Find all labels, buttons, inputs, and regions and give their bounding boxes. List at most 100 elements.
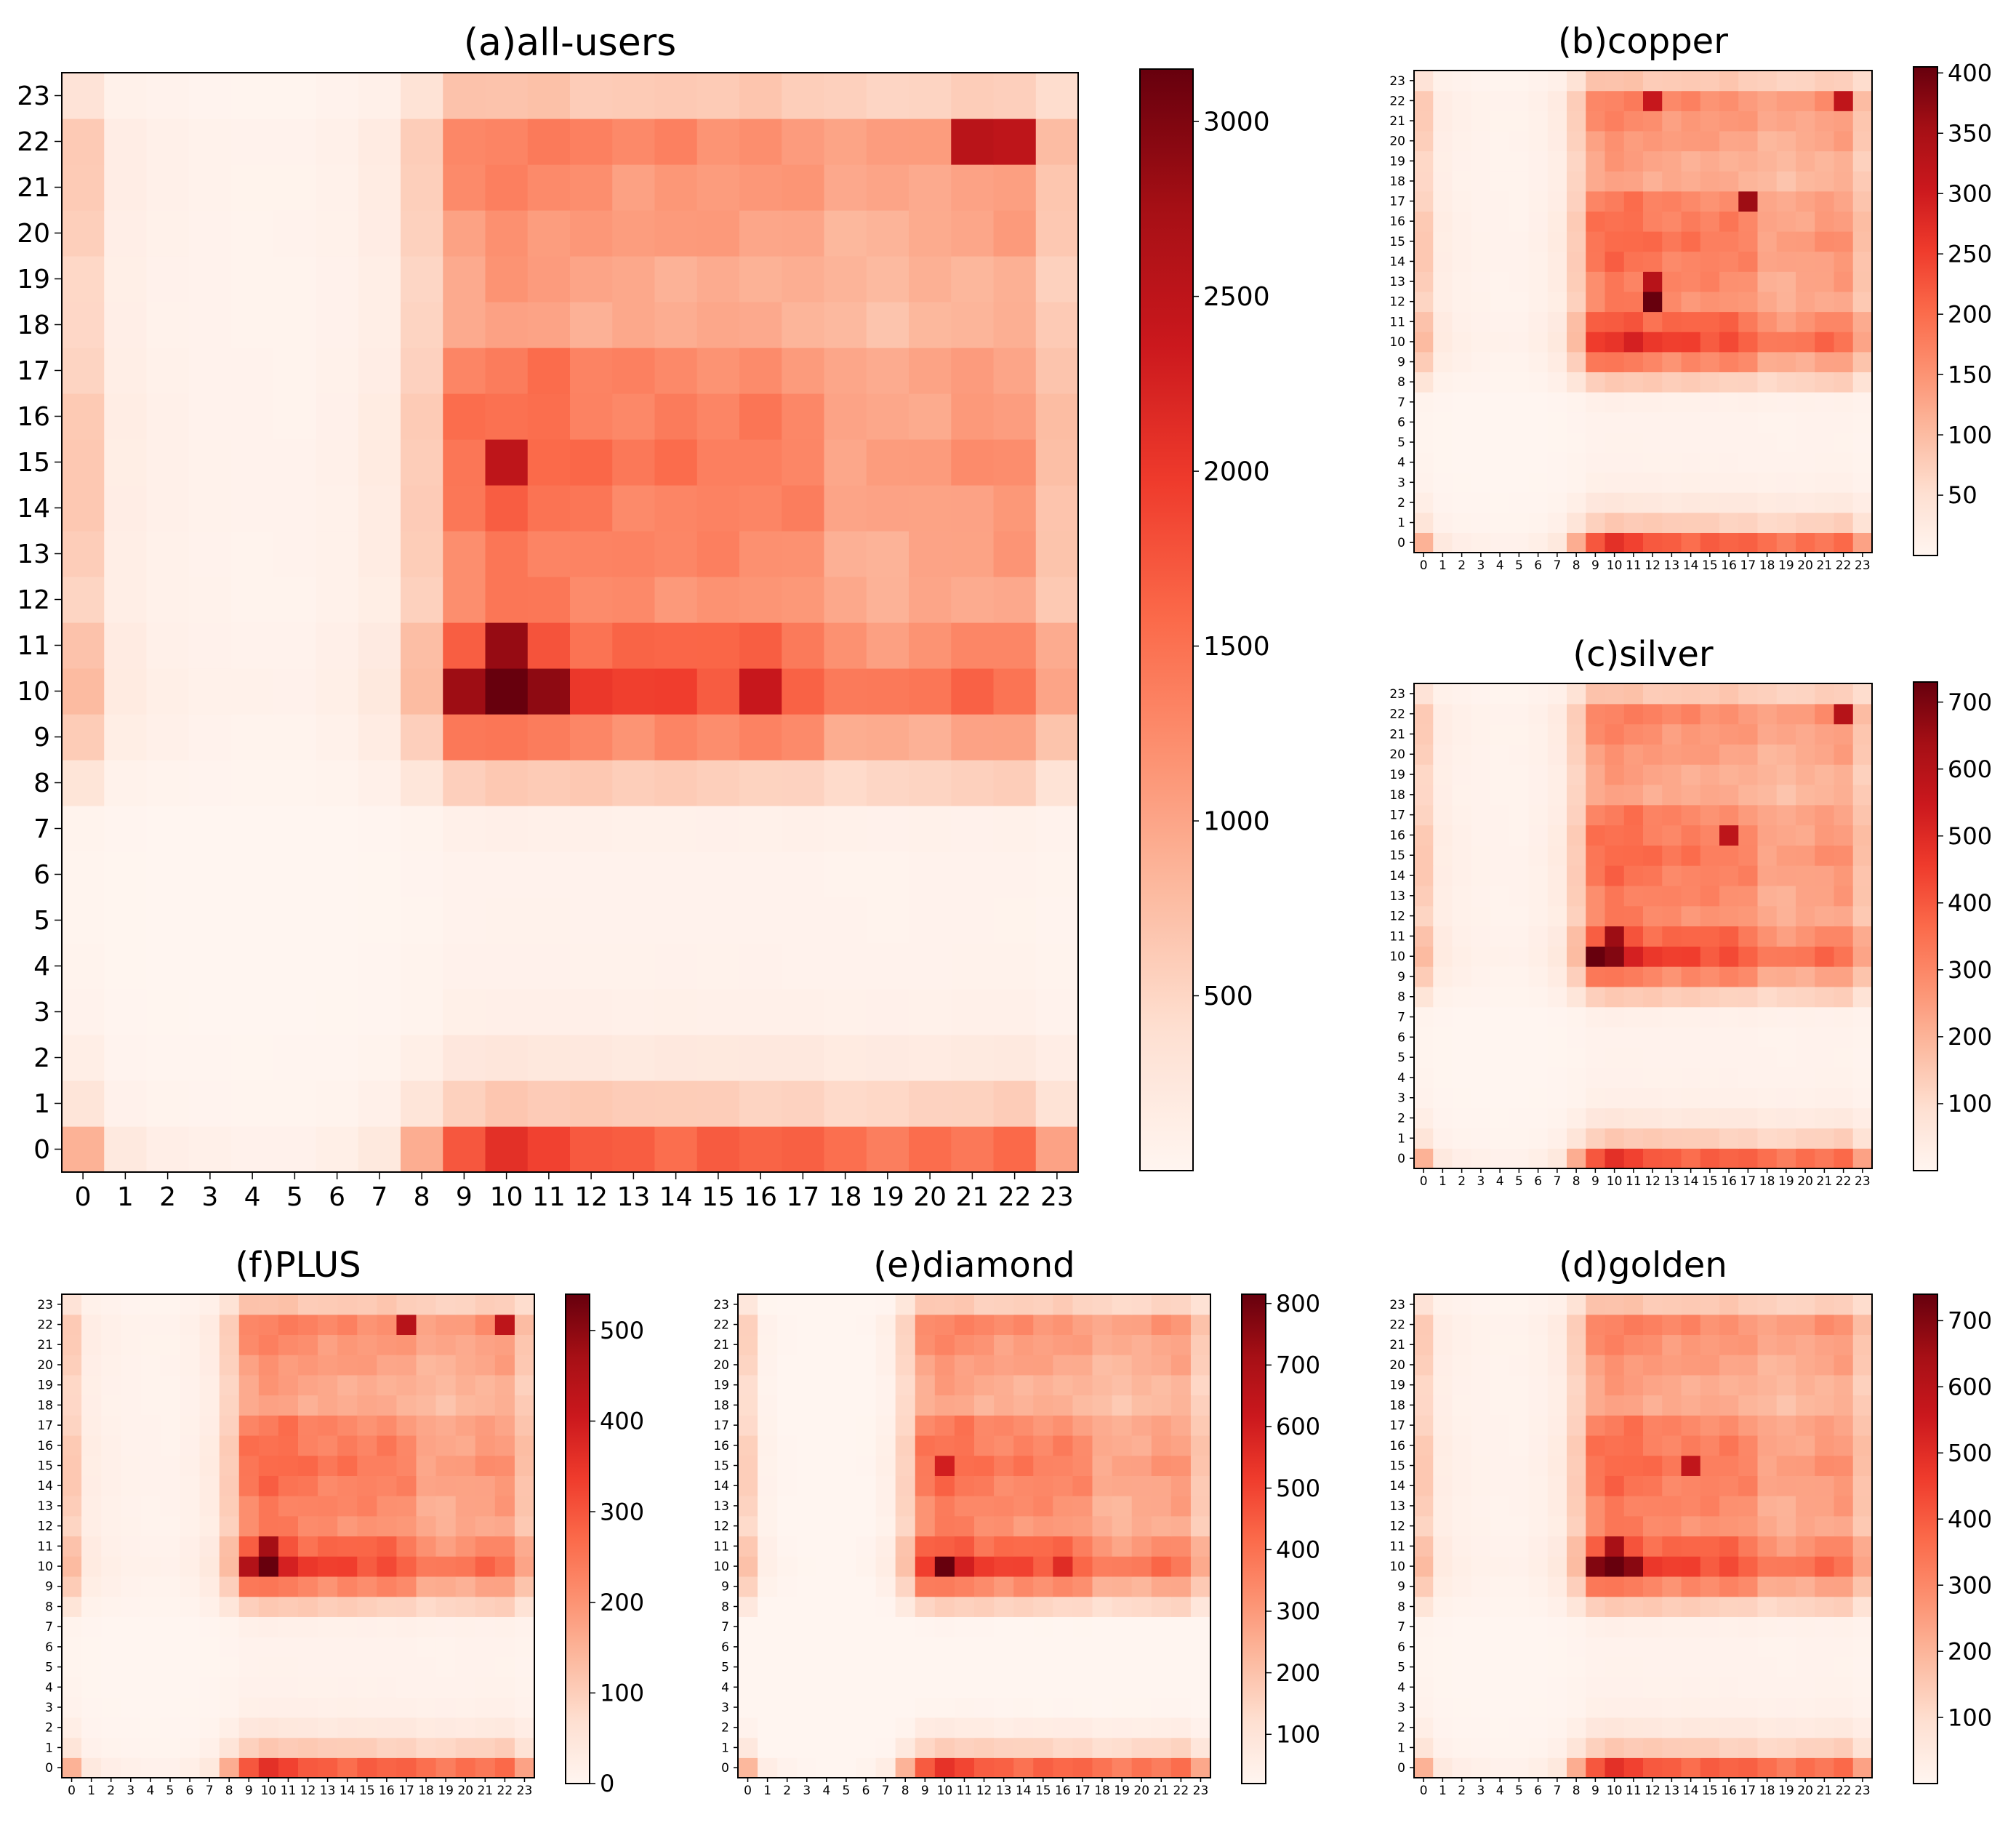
heatmap-cell: [358, 210, 401, 257]
heatmap-cell: [1586, 1717, 1606, 1738]
heatmap-cell: [1605, 472, 1625, 493]
heatmap-cell: [475, 1596, 496, 1617]
heatmap-cell: [62, 1475, 82, 1496]
heatmap-cell: [1414, 946, 1434, 967]
heatmap-cell: [612, 164, 656, 211]
heatmap-cell: [1815, 784, 1835, 806]
x-tick-label: 22: [1173, 1784, 1189, 1798]
heatmap-cell: [739, 897, 782, 944]
heatmap-cell: [696, 1126, 740, 1173]
heatmap-cell: [1033, 1355, 1053, 1376]
heatmap-cell: [1528, 804, 1549, 826]
heatmap-cell: [1681, 190, 1701, 212]
heatmap-cell: [1852, 946, 1873, 967]
heatmap-cell: [1471, 1536, 1491, 1557]
heatmap-cell: [739, 943, 782, 990]
heatmap-cell: [1547, 1656, 1567, 1678]
heatmap-cell: [401, 668, 443, 715]
heatmap-cell: [1757, 1697, 1778, 1718]
heatmap-cell: [836, 1515, 857, 1537]
heatmap-cell: [1547, 723, 1567, 745]
heatmap-cell: [1414, 1067, 1434, 1088]
heatmap-cell: [231, 622, 274, 669]
heatmap-cell: [1509, 492, 1530, 513]
heatmap-cell: [782, 806, 825, 852]
heatmap-cell: [1643, 1415, 1663, 1436]
heatmap-cell: [219, 1355, 240, 1376]
heatmap-cell: [273, 164, 317, 211]
heatmap-cell: [475, 1355, 496, 1376]
heatmap-cell: [1190, 1757, 1211, 1778]
heatmap-cell: [866, 622, 909, 669]
heatmap-cell: [1471, 1496, 1491, 1517]
heatmap-cell: [238, 1515, 260, 1537]
heatmap-cell: [1528, 905, 1549, 927]
heatmap-cell: [298, 1596, 318, 1617]
x-tick-label: 20: [1797, 558, 1813, 573]
heatmap-cell: [1414, 1536, 1434, 1557]
x-tick-label: 0: [68, 1784, 76, 1798]
heatmap-cell: [1547, 784, 1567, 806]
heatmap-cell: [836, 1395, 857, 1416]
heatmap-cell: [1815, 1496, 1835, 1517]
heatmap-cell: [1131, 1616, 1152, 1637]
heatmap-cell: [278, 1637, 299, 1658]
heatmap-cell: [1072, 1677, 1093, 1698]
heatmap-cell: [1776, 1006, 1796, 1028]
heatmap-cell: [1643, 1294, 1663, 1315]
heatmap-cell: [1452, 905, 1472, 927]
heatmap-cell: [1623, 1087, 1644, 1109]
heatmap-cell: [416, 1415, 437, 1436]
heatmap-cell: [1414, 251, 1434, 272]
heatmap-cell: [443, 577, 486, 623]
heatmap-cell: [1776, 351, 1796, 372]
heatmap-cell: [1528, 291, 1549, 313]
heatmap-cell: [797, 1656, 817, 1678]
heatmap-cell: [954, 1496, 975, 1517]
x-tick-label: 10: [1607, 558, 1623, 573]
heatmap-cell: [1605, 1148, 1625, 1169]
axes-frame: [61, 1293, 535, 1778]
y-tick-label: 6: [721, 1640, 729, 1655]
heatmap-cell: [527, 1126, 571, 1173]
heatmap-cell: [337, 1314, 358, 1336]
x-tick-label: 13: [617, 1182, 650, 1212]
heatmap-cell: [909, 531, 952, 577]
heatmap-cell: [121, 1314, 141, 1336]
heatmap-cell: [1528, 1475, 1549, 1496]
heatmap-cell: [1131, 1556, 1152, 1577]
heatmap-cell: [1623, 412, 1644, 433]
heatmap-cell: [1757, 351, 1778, 372]
heatmap-cell: [1528, 683, 1549, 705]
x-tick-label: 6: [1534, 1784, 1542, 1798]
heatmap-cell: [160, 1415, 181, 1436]
heatmap-cell: [1662, 532, 1682, 553]
heatmap-cell: [475, 1395, 496, 1416]
heatmap-cell: [816, 1496, 838, 1517]
heatmap-cell: [121, 1737, 141, 1758]
heatmap-cell: [1776, 1455, 1796, 1476]
heatmap-cell: [1796, 1355, 1815, 1376]
heatmap-cell: [1151, 1737, 1172, 1758]
heatmap-cell: [994, 1757, 1014, 1778]
heatmap-cell: [146, 393, 190, 440]
x-tick-label: 12: [1644, 1174, 1660, 1189]
heatmap-cell: [121, 1294, 141, 1315]
heatmap-cell: [1509, 512, 1530, 533]
heatmap-cell: [1151, 1536, 1172, 1557]
heatmap-cell: [1190, 1435, 1211, 1456]
heatmap-cell: [1623, 251, 1644, 272]
heatmap-cell: [1681, 1334, 1701, 1355]
heatmap-cell: [1053, 1374, 1074, 1396]
heatmap-cell: [856, 1475, 877, 1496]
heatmap-cell: [758, 1697, 778, 1718]
heatmap-cell: [1471, 1697, 1491, 1718]
heatmap-cell: [836, 1677, 857, 1698]
heatmap-cell: [1547, 472, 1567, 493]
heatmap-cell: [1662, 291, 1682, 313]
heatmap-cell: [1013, 1355, 1034, 1376]
heatmap-cell: [836, 1616, 857, 1637]
heatmap-cell: [1092, 1355, 1113, 1376]
